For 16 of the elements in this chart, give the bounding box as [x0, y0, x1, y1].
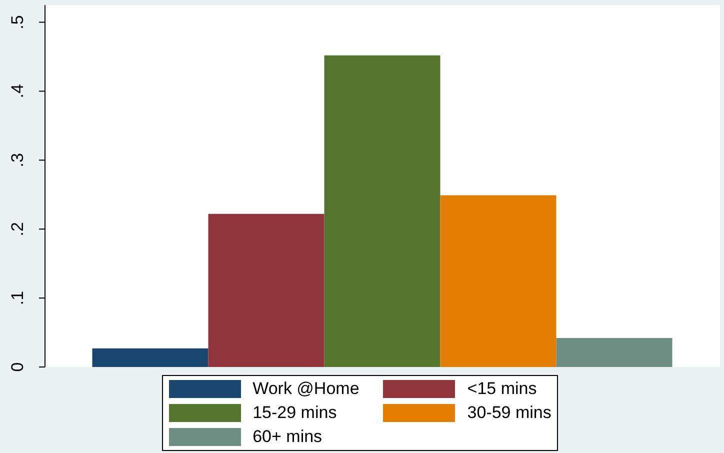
- y-tick-label: 0: [8, 362, 27, 372]
- legend-label: Work @Home: [252, 379, 360, 399]
- bar: [440, 195, 556, 367]
- y-tick-label: .4: [8, 84, 27, 98]
- bar: [208, 214, 324, 367]
- legend-label: 15-29 mins: [252, 403, 337, 423]
- y-tick-label: .1: [8, 290, 27, 306]
- legend-label: <15 mins: [467, 379, 537, 399]
- legend-label: 60+ mins: [252, 427, 322, 447]
- bar: [324, 55, 440, 367]
- y-tick-label: .5: [8, 15, 27, 30]
- bar: [556, 338, 672, 367]
- bar: [92, 348, 208, 367]
- legend-label: 30-59 mins: [467, 403, 552, 423]
- y-tick-label: .2: [8, 222, 27, 236]
- y-tick-label: .3: [8, 153, 27, 168]
